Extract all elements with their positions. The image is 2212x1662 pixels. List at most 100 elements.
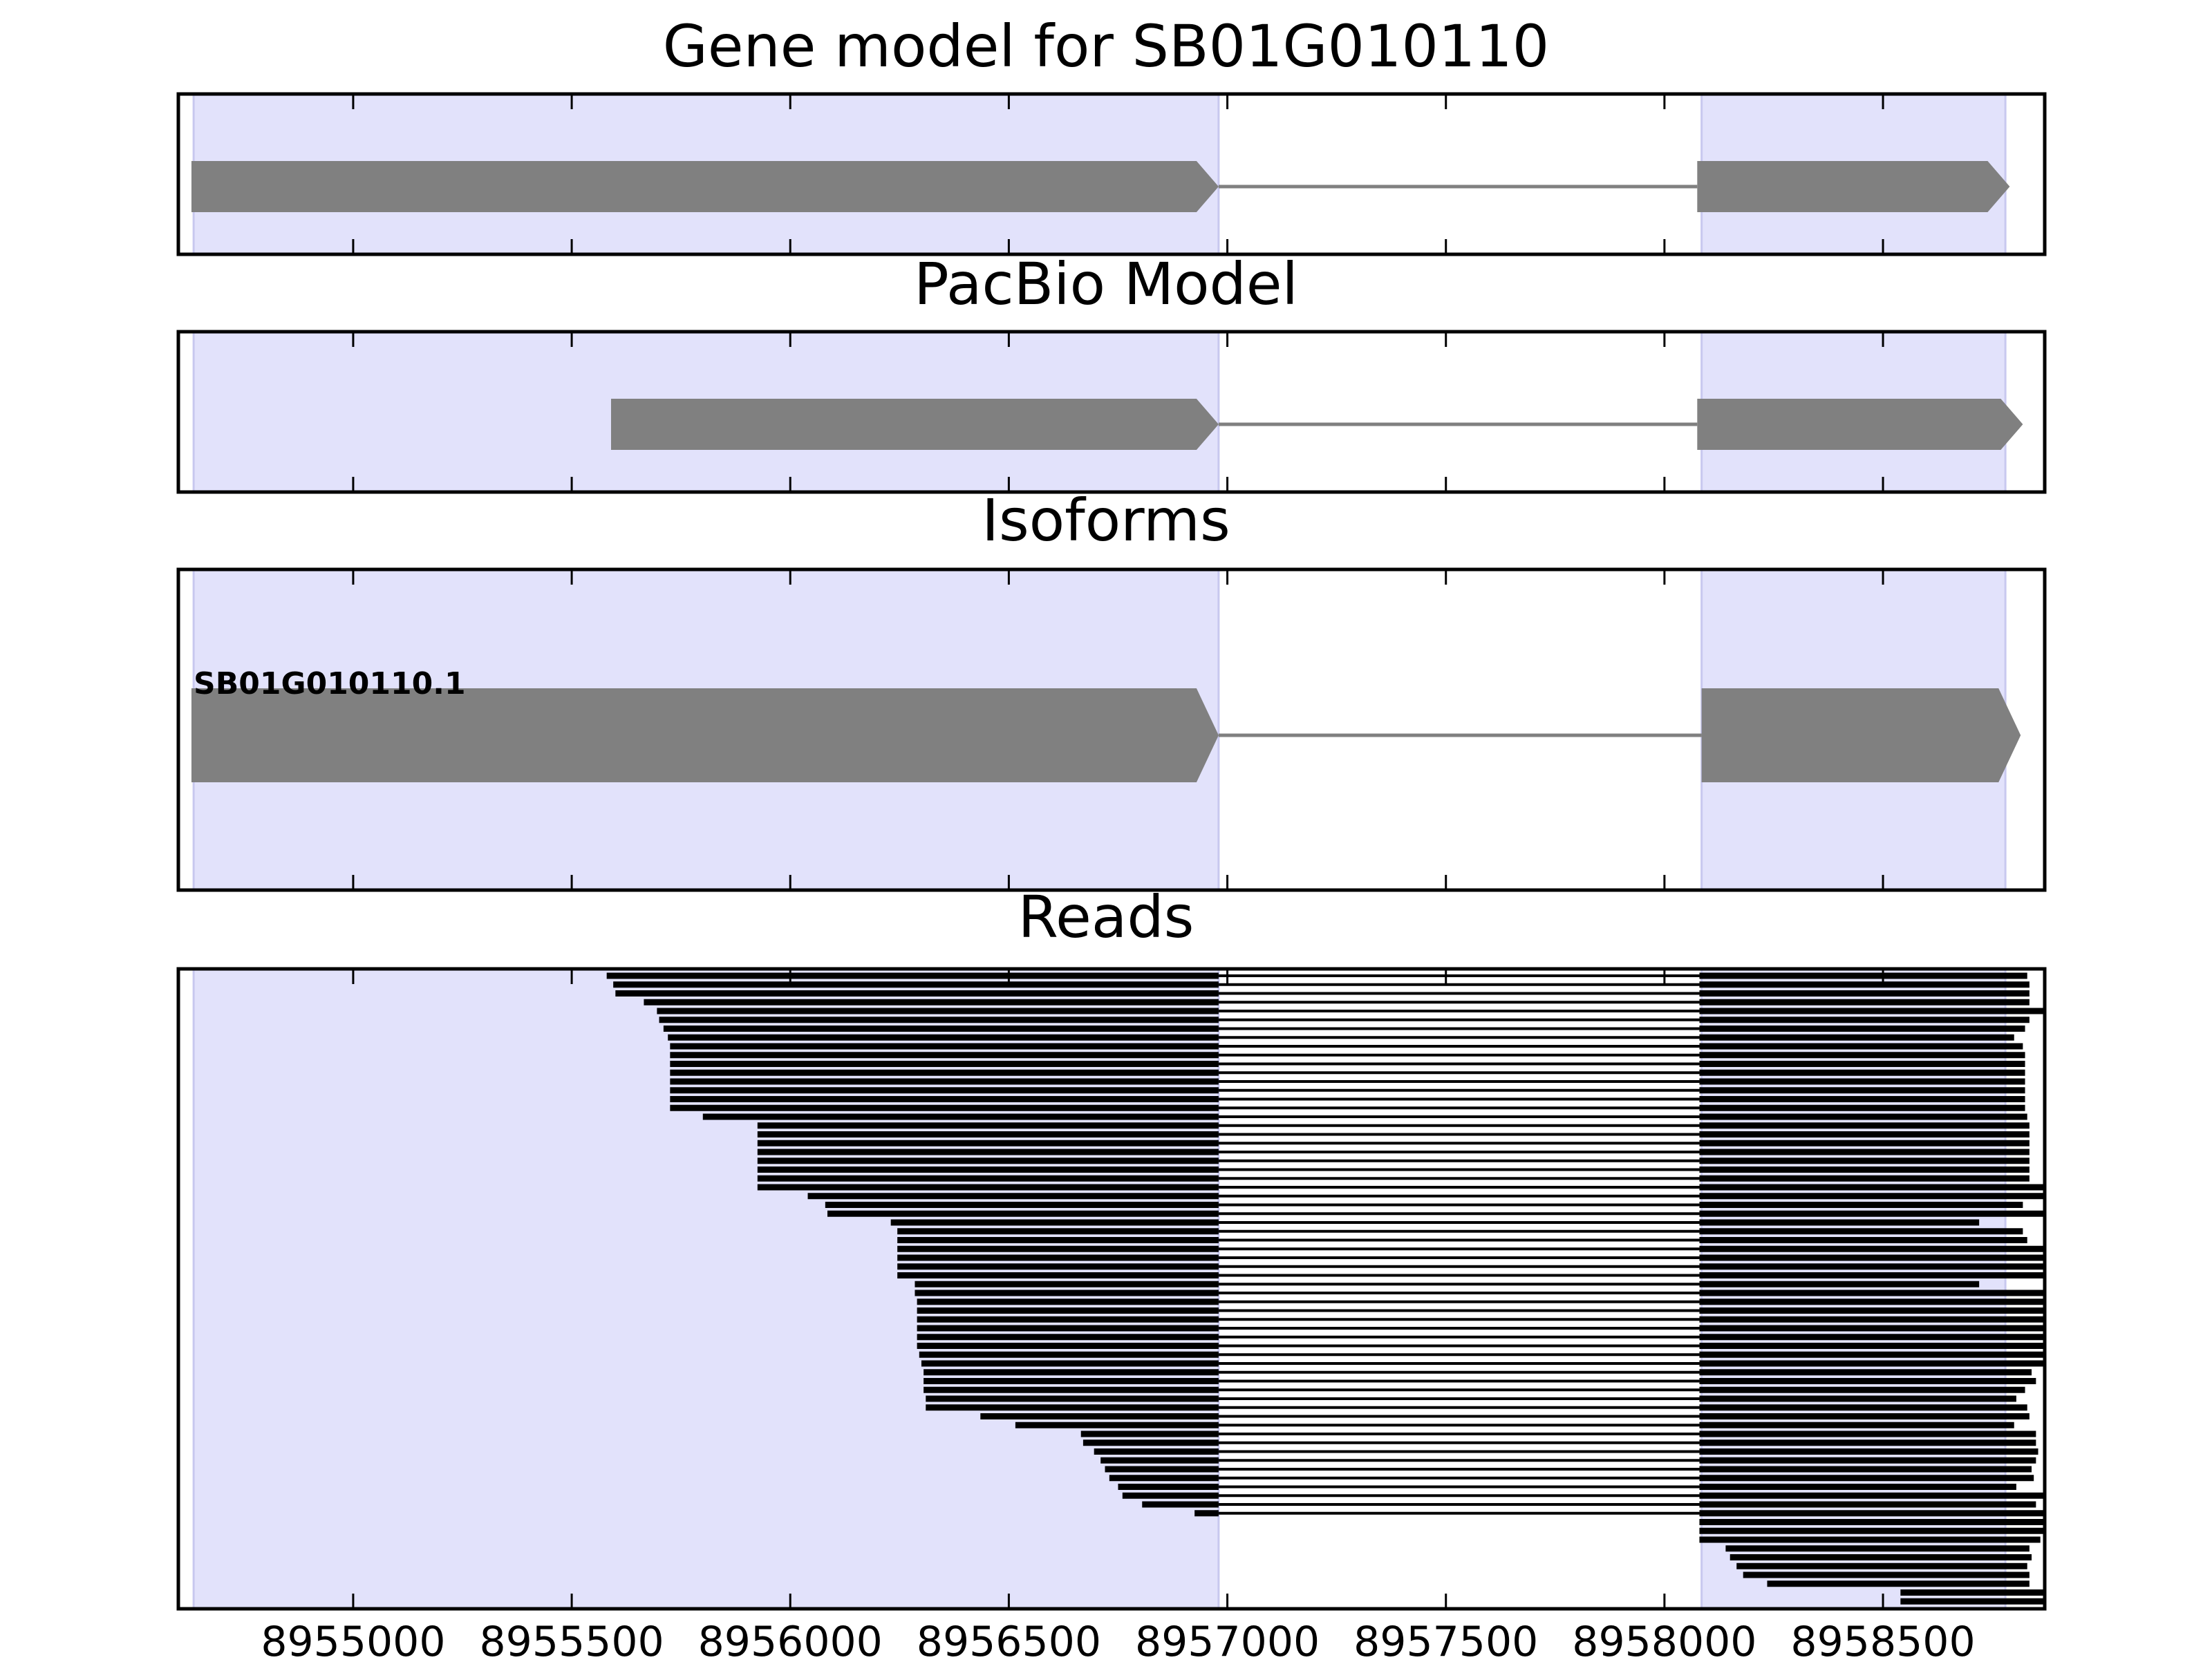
spliced-read [670,1052,2025,1059]
read-segment [1194,1510,1219,1517]
read-segment [1082,1439,1219,1446]
read-segment [1699,1501,2036,1508]
gene-model-panel [176,92,2047,256]
spliced-read [670,1087,2025,1094]
spliced-read [1105,1466,2032,1473]
spliced-read [613,981,2030,988]
x-tick-label: 8957000 [1135,1618,1320,1659]
read-segment [606,972,1219,979]
spliced-read [606,972,2027,979]
read-segment [1699,972,2027,979]
panel-title-pacbio-model: PacBio Model [914,250,1298,318]
spliced-read [897,1254,2045,1261]
read-segment [917,1299,1219,1305]
spliced-read [1015,1422,2014,1428]
spliced-read [670,1104,2025,1111]
spliced-read [702,1113,2027,1120]
read-segment [670,1052,1219,1059]
read-segment [1699,1245,2045,1252]
x-tick-label: 8958500 [1790,1618,1975,1659]
read-segment [1699,1351,2045,1358]
spliced-read [897,1272,2045,1278]
read-segment [1699,1457,2036,1464]
spliced-read [825,1202,2023,1208]
read-segment [1699,1149,2030,1155]
spliced-read [917,1316,2045,1323]
spliced-read [757,1149,2030,1155]
read-segment [1699,1307,2045,1314]
spliced-read [1142,1501,2036,1508]
spliced-read [919,1351,2045,1358]
read-segment [1699,1061,2025,1067]
read-segment [1699,1069,2025,1076]
isoforms-panel: SB01G010110.1 [176,567,2047,892]
read-segment [1699,1026,2025,1032]
read-segment [1699,1484,2016,1490]
read-segment [1699,1167,2030,1173]
spliced-read [926,1404,2027,1411]
spliced-read [917,1343,2045,1349]
read-segment [757,1184,1219,1191]
read-segment [1699,1281,1980,1287]
spliced-read [1194,1510,2045,1517]
read-segment [670,1078,1219,1085]
read-segment [1699,1334,2045,1341]
read-segment [921,1360,1219,1367]
x-tick-label: 8956500 [917,1618,1101,1659]
spliced-read [915,1290,2045,1296]
panel-title-isoforms: Isoforms [982,487,1230,554]
unspliced-read [1725,1545,2030,1552]
read-segment [1699,1404,2027,1411]
spliced-read [917,1299,2045,1305]
read-segment [897,1263,1219,1270]
spliced-read [670,1096,2025,1102]
read-segment [919,1351,1219,1358]
read-segment [1699,1131,2030,1137]
read-segment [644,999,1219,1005]
read-segment [917,1343,1219,1349]
read-segment [757,1158,1219,1164]
axes-frame [176,967,2047,1611]
read-segment [1699,1008,2045,1014]
unspliced-read [1699,1536,2041,1543]
read-segment [1100,1457,1219,1464]
spliced-read [670,1078,2025,1085]
read-segment [897,1245,1219,1252]
exon-block [1697,161,2010,212]
spliced-read [917,1307,2045,1314]
x-tick-label: 8958000 [1572,1618,1756,1659]
unspliced-read [1699,1519,2045,1525]
read-segment [613,981,1219,988]
read-segment [1699,1413,2030,1419]
read-segment [1699,1017,2030,1023]
read-segment [1122,1492,1219,1499]
spliced-read [1094,1448,2038,1455]
unspliced-read [1736,1562,2027,1569]
unspliced-read [1699,1527,2045,1534]
read-segment [757,1149,1219,1155]
read-segment [1699,1202,2023,1208]
axes-frame [176,330,2047,494]
read-segment [825,1202,1219,1208]
reads-panel [176,967,2047,1611]
spliced-read [897,1263,2045,1270]
read-segment [1699,1052,2025,1059]
read-segment [897,1237,1219,1243]
read-segment [1105,1466,1219,1473]
spliced-read [807,1193,2045,1200]
x-tick-label: 8955500 [479,1618,664,1659]
read-segment [1699,1140,2030,1146]
spliced-read [615,990,2030,997]
spliced-read [1082,1439,2036,1446]
spliced-read [980,1413,2030,1419]
read-segment [1699,1343,2045,1349]
read-segment [615,990,1219,997]
spliced-read [926,1395,2016,1402]
read-segment [1699,1395,2016,1402]
read-segment [1699,1422,2014,1428]
spliced-read [670,1061,2025,1067]
panel-title-gene-model: Gene model for SB01G010110 [663,12,1549,80]
spliced-read [757,1175,2030,1182]
read-segment [670,1096,1219,1102]
